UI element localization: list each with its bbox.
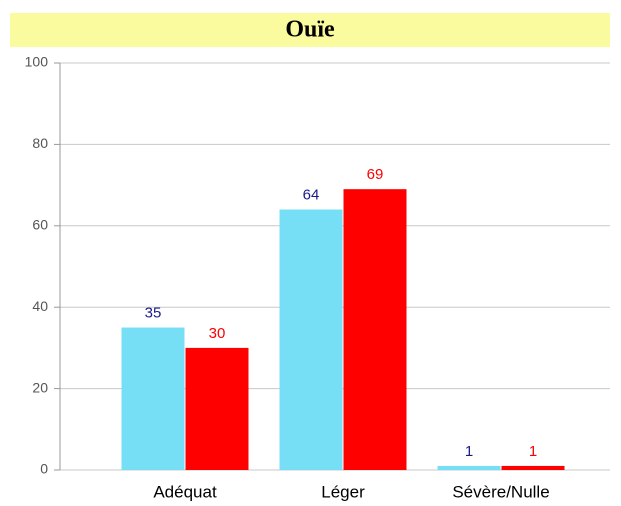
title-banner (10, 13, 610, 47)
value-label: 1 (529, 443, 537, 460)
y-tick-label: 100 (25, 54, 49, 70)
y-tick-label: 0 (40, 461, 48, 477)
chart-title: Ouïe (285, 17, 335, 43)
y-tick-label: 20 (32, 379, 48, 395)
value-label: 1 (465, 443, 473, 460)
value-label: 30 (209, 325, 226, 342)
value-label: 35 (145, 305, 162, 322)
bar (185, 347, 249, 470)
x-tick-label: Sévère/Nulle (452, 482, 549, 501)
bar (437, 465, 501, 470)
y-tick-label: 80 (32, 135, 48, 151)
bar (279, 209, 343, 470)
value-label: 64 (303, 186, 320, 203)
y-tick-label: 40 (32, 298, 48, 314)
bar (121, 327, 185, 470)
y-tick-label: 60 (32, 217, 48, 233)
value-label: 69 (367, 166, 384, 183)
bar (343, 189, 407, 471)
bar (501, 465, 565, 470)
x-tick-label: Adéquat (153, 482, 217, 501)
x-tick-label: Léger (321, 482, 365, 501)
